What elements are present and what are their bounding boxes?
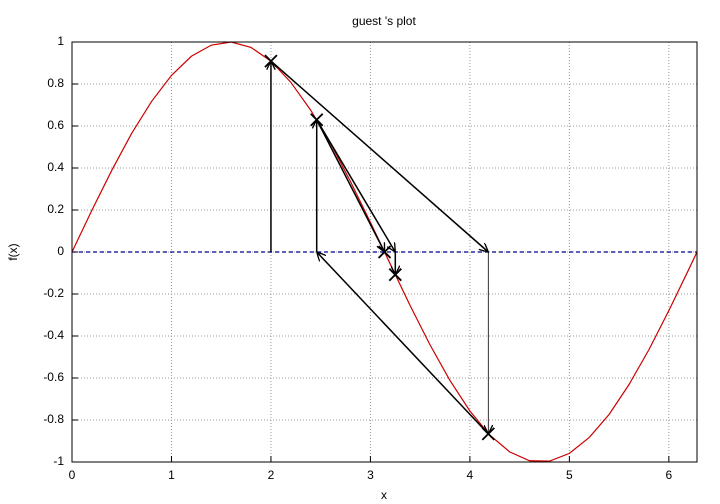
- x-tick-label: 6: [666, 468, 673, 482]
- arrow: [316, 119, 385, 252]
- x-tick-label: 0: [69, 468, 76, 482]
- x-tick-label: 3: [367, 468, 374, 482]
- x-axis-label: x: [381, 488, 387, 502]
- y-tick-label: -0.8: [43, 412, 64, 426]
- y-tick-label: 0.8: [47, 76, 64, 90]
- point-marker: [310, 113, 324, 127]
- arrow: [270, 60, 488, 252]
- y-tick-label: -0.4: [43, 328, 64, 342]
- y-tick-label: -1: [53, 454, 64, 468]
- y-tick-label: 0.2: [47, 202, 64, 216]
- curve: [71, 41, 698, 462]
- y-tick-label: 0: [57, 244, 64, 258]
- x-tick-label: 4: [467, 468, 474, 482]
- x-tick-label: 2: [268, 468, 275, 482]
- y-axis-label: f(x): [6, 243, 20, 260]
- arrow: [317, 252, 489, 435]
- y-tick-label: 0.6: [47, 118, 64, 132]
- arrow: [316, 119, 396, 252]
- point-marker: [377, 245, 392, 259]
- point-marker: [388, 268, 402, 282]
- y-tick-label: -0.2: [43, 286, 64, 300]
- x-tick-label: 1: [168, 468, 175, 482]
- y-tick-label: 1: [57, 34, 64, 48]
- point-marker: [481, 427, 495, 441]
- y-tick-label: -0.6: [43, 370, 64, 384]
- point-marker: [264, 54, 278, 68]
- x-tick-label: 5: [566, 468, 573, 482]
- chart-title: guest 's plot: [352, 14, 416, 28]
- plot-border: [71, 41, 698, 463]
- y-tick-label: 0.4: [47, 160, 64, 174]
